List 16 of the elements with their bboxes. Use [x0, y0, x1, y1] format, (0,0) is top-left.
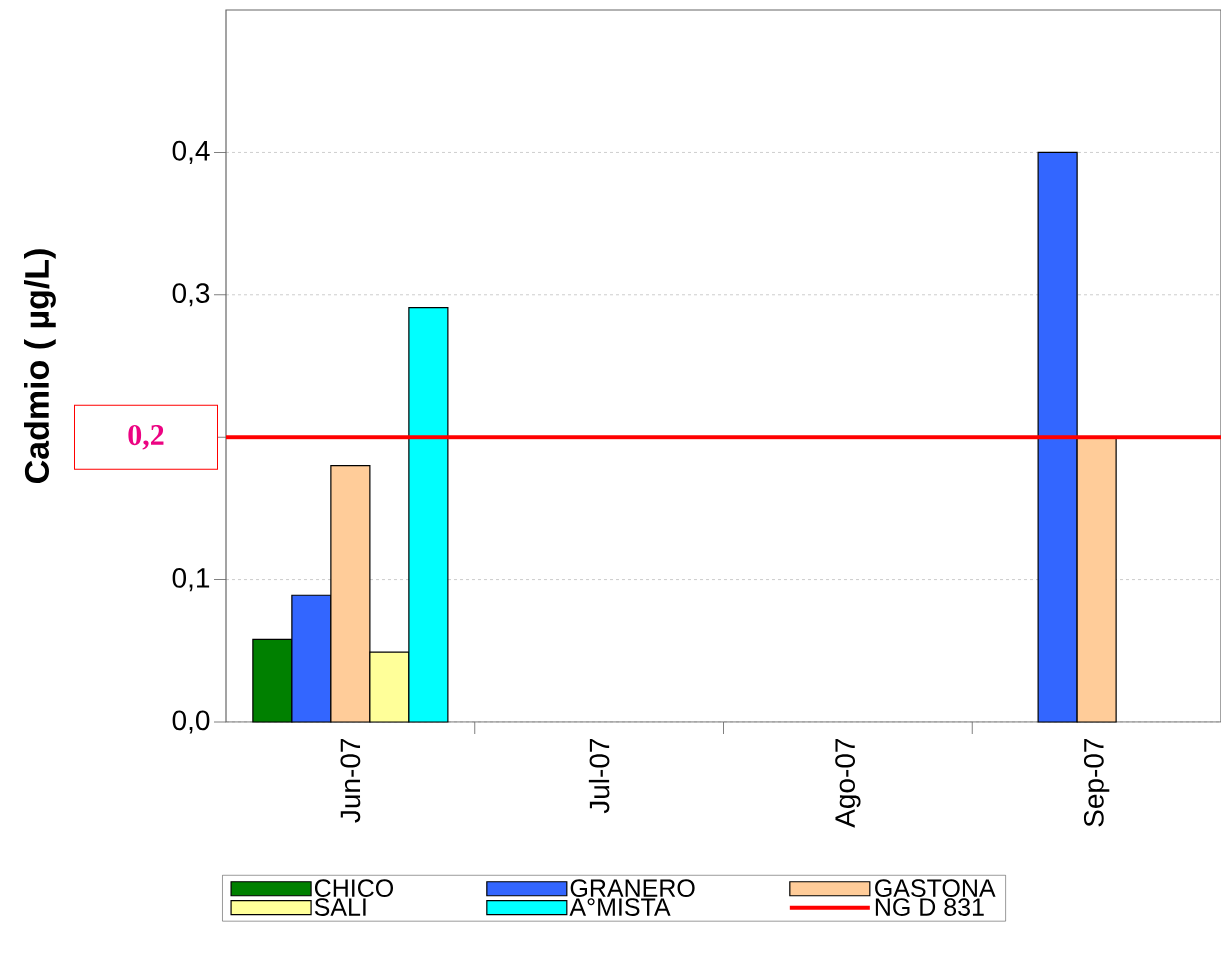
x-tick-label: Jun-07 — [340, 738, 361, 823]
legend-label: GRANERO — [570, 879, 695, 897]
legend-label: GASTONA — [875, 879, 996, 897]
legend-label: NG D 831 — [875, 898, 984, 916]
x-tick-label: Jul-07 — [588, 738, 610, 814]
x-tick-label: Sep-07 — [1083, 738, 1110, 827]
x-tick-label: Ago-07 — [835, 738, 861, 828]
y-tick-label: 0,3 — [172, 283, 210, 307]
legend-label: A°MISTA — [569, 898, 671, 916]
legend-label: CHICO — [314, 879, 394, 897]
y-axis-title: Cadmio ( µg/L) — [24, 249, 56, 483]
legend-label: SALI — [314, 898, 366, 916]
y-tick-label: 0,1 — [172, 568, 210, 592]
y-tick-label: 0,0 — [172, 710, 210, 734]
text: 0,2 — [128, 424, 164, 450]
y-tick-label: 0,4 — [172, 140, 210, 164]
